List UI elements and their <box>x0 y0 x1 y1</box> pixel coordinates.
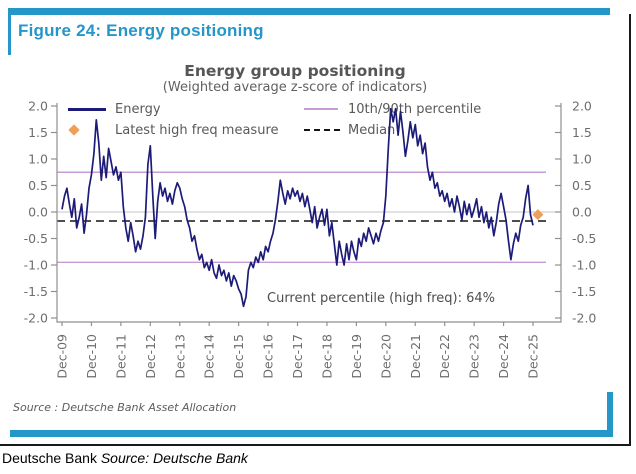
svg-text:-1.5: -1.5 <box>24 284 48 299</box>
figure-top-border <box>8 8 610 15</box>
legend-label-median: Median <box>348 122 396 138</box>
energy-line-swatch <box>66 107 110 111</box>
legend-label-high-freq: Latest high freq measure <box>115 122 279 138</box>
svg-text:Dec-12: Dec-12 <box>143 334 158 379</box>
percentile-line-swatch <box>303 108 343 110</box>
svg-text:0.0: 0.0 <box>572 205 592 220</box>
svg-text:-0.5: -0.5 <box>24 231 48 246</box>
page-footer: Deutsche Bank Source: Deutsche Bank <box>2 450 248 466</box>
legend-label-energy: Energy <box>115 101 161 117</box>
svg-text:-1.5: -1.5 <box>572 284 596 299</box>
svg-text:Dec-16: Dec-16 <box>261 334 276 379</box>
svg-text:2.0: 2.0 <box>572 99 592 114</box>
chart-title-block: Energy group positioning (Weighted avera… <box>70 62 520 95</box>
chart-subtitle: (Weighted average z-score of indicators) <box>162 80 428 95</box>
svg-text:Dec-25: Dec-25 <box>526 334 541 379</box>
svg-text:Dec-22: Dec-22 <box>437 334 452 379</box>
svg-text:1.0: 1.0 <box>572 152 592 167</box>
chart-title: Energy group positioning <box>184 62 406 80</box>
svg-text:-1.0: -1.0 <box>572 258 596 273</box>
svg-text:Dec-19: Dec-19 <box>349 334 364 379</box>
svg-text:1.5: 1.5 <box>28 125 48 140</box>
svg-text:0.5: 0.5 <box>572 178 592 193</box>
footer-brand: Deutsche Bank <box>2 450 97 466</box>
svg-text:Dec-17: Dec-17 <box>290 334 305 379</box>
svg-text:0.0: 0.0 <box>28 205 48 220</box>
footer-source: Source: Deutsche Bank <box>100 450 248 466</box>
figure-bottom-border <box>10 430 613 437</box>
svg-text:Dec-09: Dec-09 <box>55 334 70 379</box>
svg-text:-1.0: -1.0 <box>24 258 48 273</box>
svg-text:1.5: 1.5 <box>572 125 592 140</box>
legend-item-energy: Energy <box>66 101 161 117</box>
legend-item-high-freq: Latest high freq measure <box>66 122 279 138</box>
svg-text:Dec-21: Dec-21 <box>408 334 423 379</box>
latest-high-freq-marker <box>532 209 544 221</box>
svg-text:Dec-10: Dec-10 <box>84 334 99 379</box>
svg-text:1.0: 1.0 <box>28 152 48 167</box>
svg-text:0.5: 0.5 <box>28 178 48 193</box>
figure-title: Figure 24: Energy positioning <box>18 21 264 40</box>
svg-text:Dec-20: Dec-20 <box>378 334 393 379</box>
svg-text:-2.0: -2.0 <box>572 311 596 326</box>
current-percentile-annotation: Current percentile (high freq): 64% <box>267 291 496 306</box>
figure-left-accent <box>8 15 11 55</box>
figure-bottom-right-accent <box>607 392 613 437</box>
svg-text:Dec-23: Dec-23 <box>467 334 482 379</box>
svg-text:Dec-14: Dec-14 <box>202 334 217 379</box>
svg-text:-0.5: -0.5 <box>572 231 596 246</box>
legend-label-percentile: 10th/90th percentile <box>348 101 482 117</box>
chart-source-note: Source : Deutsche Bank Asset Allocation <box>13 401 237 414</box>
legend-item-percentile: 10th/90th percentile <box>303 101 481 117</box>
svg-text:2.0: 2.0 <box>28 99 48 114</box>
svg-text:Dec-11: Dec-11 <box>113 334 128 379</box>
svg-text:Dec-15: Dec-15 <box>231 334 246 379</box>
svg-text:Dec-24: Dec-24 <box>496 334 511 379</box>
svg-text:Dec-13: Dec-13 <box>172 334 187 379</box>
figure-frame <box>0 14 631 446</box>
legend-item-median: Median <box>303 122 395 138</box>
energy-series-line <box>61 107 534 308</box>
median-dash-swatch <box>303 129 343 131</box>
svg-text:Dec-18: Dec-18 <box>319 334 334 379</box>
svg-text:-2.0: -2.0 <box>24 311 48 326</box>
